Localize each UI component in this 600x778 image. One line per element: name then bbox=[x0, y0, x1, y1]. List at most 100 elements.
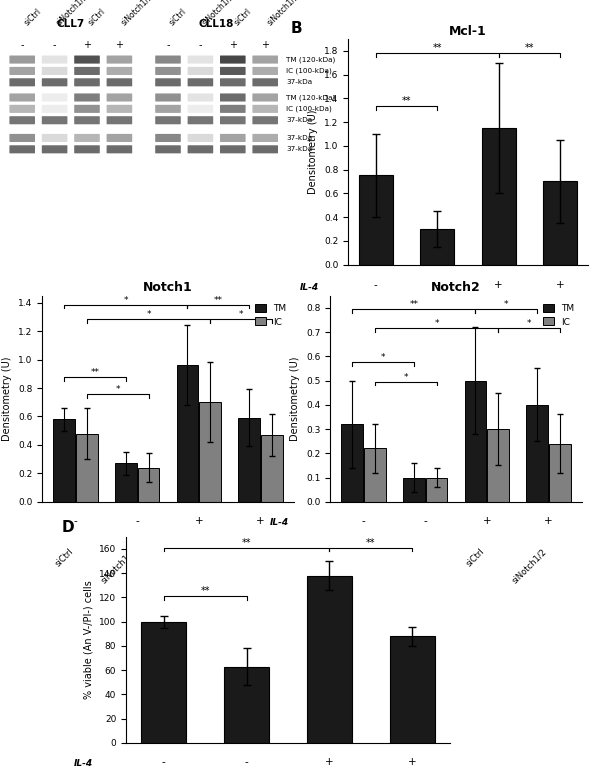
Bar bbox=[464, 380, 486, 502]
FancyBboxPatch shape bbox=[74, 55, 100, 64]
Text: *: * bbox=[124, 296, 128, 305]
Text: -: - bbox=[245, 758, 248, 767]
Text: **: ** bbox=[214, 296, 223, 305]
Text: **: ** bbox=[409, 300, 418, 309]
Text: *: * bbox=[381, 353, 385, 363]
FancyBboxPatch shape bbox=[253, 116, 278, 124]
FancyBboxPatch shape bbox=[107, 93, 132, 102]
FancyBboxPatch shape bbox=[74, 105, 100, 113]
Text: siCtrl: siCtrl bbox=[233, 6, 253, 27]
Text: siNotch1/2: siNotch1/2 bbox=[200, 0, 236, 27]
FancyBboxPatch shape bbox=[42, 93, 67, 102]
FancyBboxPatch shape bbox=[10, 55, 35, 64]
FancyBboxPatch shape bbox=[155, 79, 181, 86]
Text: IL-4: IL-4 bbox=[74, 759, 93, 769]
FancyBboxPatch shape bbox=[220, 145, 245, 153]
FancyBboxPatch shape bbox=[155, 93, 181, 102]
Text: TM (120-kDa): TM (120-kDa) bbox=[286, 56, 335, 63]
FancyBboxPatch shape bbox=[253, 93, 278, 102]
FancyBboxPatch shape bbox=[107, 67, 132, 75]
Text: +: + bbox=[494, 280, 503, 290]
FancyBboxPatch shape bbox=[42, 134, 67, 142]
Text: *: * bbox=[116, 385, 120, 394]
FancyBboxPatch shape bbox=[253, 55, 278, 64]
FancyBboxPatch shape bbox=[220, 93, 245, 102]
Text: +: + bbox=[556, 280, 565, 290]
Bar bbox=[482, 128, 515, 265]
FancyBboxPatch shape bbox=[253, 79, 278, 86]
FancyBboxPatch shape bbox=[42, 55, 67, 64]
Text: siCtrl: siCtrl bbox=[22, 6, 43, 27]
FancyBboxPatch shape bbox=[42, 116, 67, 124]
Bar bbox=[224, 667, 269, 743]
FancyBboxPatch shape bbox=[107, 79, 132, 86]
Text: **: ** bbox=[433, 43, 442, 53]
Text: +: + bbox=[256, 517, 265, 526]
FancyBboxPatch shape bbox=[107, 116, 132, 124]
Text: siCtrl: siCtrl bbox=[477, 314, 499, 336]
FancyBboxPatch shape bbox=[107, 105, 132, 113]
FancyBboxPatch shape bbox=[74, 79, 100, 86]
Y-axis label: % viable (An V-/PI-) cells: % viable (An V-/PI-) cells bbox=[83, 580, 94, 699]
FancyBboxPatch shape bbox=[188, 105, 213, 113]
FancyBboxPatch shape bbox=[107, 55, 132, 64]
Bar bbox=[307, 576, 352, 743]
Text: siNotch1/2: siNotch1/2 bbox=[119, 0, 155, 27]
FancyBboxPatch shape bbox=[10, 134, 35, 142]
Text: -: - bbox=[374, 280, 377, 290]
Legend: TM, IC: TM, IC bbox=[539, 300, 577, 330]
FancyBboxPatch shape bbox=[188, 134, 213, 142]
Bar bbox=[176, 366, 198, 502]
Text: *: * bbox=[504, 300, 508, 309]
FancyBboxPatch shape bbox=[220, 55, 245, 64]
Text: B: B bbox=[290, 21, 302, 36]
FancyBboxPatch shape bbox=[107, 145, 132, 153]
Text: IL-4: IL-4 bbox=[0, 518, 1, 527]
Text: siCtrl: siCtrl bbox=[177, 547, 199, 569]
Text: siNotch1/2: siNotch1/2 bbox=[55, 0, 90, 27]
Bar bbox=[364, 448, 386, 502]
Text: **: ** bbox=[366, 538, 376, 548]
Text: CLL18: CLL18 bbox=[199, 19, 234, 30]
Text: +: + bbox=[261, 40, 269, 51]
Text: -: - bbox=[136, 517, 139, 526]
Title: Notch1: Notch1 bbox=[143, 282, 193, 295]
FancyBboxPatch shape bbox=[155, 134, 181, 142]
FancyBboxPatch shape bbox=[220, 79, 245, 86]
Bar bbox=[526, 405, 548, 502]
FancyBboxPatch shape bbox=[42, 67, 67, 75]
Text: -: - bbox=[161, 758, 166, 767]
FancyBboxPatch shape bbox=[10, 116, 35, 124]
Text: siNotch1/2: siNotch1/2 bbox=[222, 547, 260, 585]
Text: siCtrl: siCtrl bbox=[87, 6, 107, 27]
Bar bbox=[543, 181, 577, 265]
Text: +: + bbox=[194, 517, 203, 526]
Text: *: * bbox=[434, 319, 439, 328]
Text: siNotch1/2: siNotch1/2 bbox=[265, 0, 301, 27]
Text: *: * bbox=[146, 310, 151, 319]
FancyBboxPatch shape bbox=[107, 134, 132, 142]
FancyBboxPatch shape bbox=[10, 93, 35, 102]
FancyBboxPatch shape bbox=[74, 116, 100, 124]
Text: +: + bbox=[325, 758, 334, 767]
Text: **: ** bbox=[91, 368, 100, 377]
FancyBboxPatch shape bbox=[188, 93, 213, 102]
Bar bbox=[359, 176, 393, 265]
Text: +: + bbox=[408, 758, 417, 767]
Text: -: - bbox=[20, 40, 24, 51]
FancyBboxPatch shape bbox=[74, 134, 100, 142]
Text: -: - bbox=[362, 517, 365, 526]
FancyBboxPatch shape bbox=[10, 67, 35, 75]
Bar bbox=[53, 419, 75, 502]
Y-axis label: Densitometry (U): Densitometry (U) bbox=[2, 356, 13, 441]
Text: **: ** bbox=[525, 43, 534, 53]
Bar bbox=[199, 402, 221, 502]
FancyBboxPatch shape bbox=[188, 67, 213, 75]
Text: 37-kDa: 37-kDa bbox=[286, 146, 313, 152]
Bar bbox=[238, 418, 260, 502]
Text: +: + bbox=[83, 40, 91, 51]
Text: -: - bbox=[199, 40, 202, 51]
FancyBboxPatch shape bbox=[220, 134, 245, 142]
FancyBboxPatch shape bbox=[42, 145, 67, 153]
FancyBboxPatch shape bbox=[188, 55, 213, 64]
